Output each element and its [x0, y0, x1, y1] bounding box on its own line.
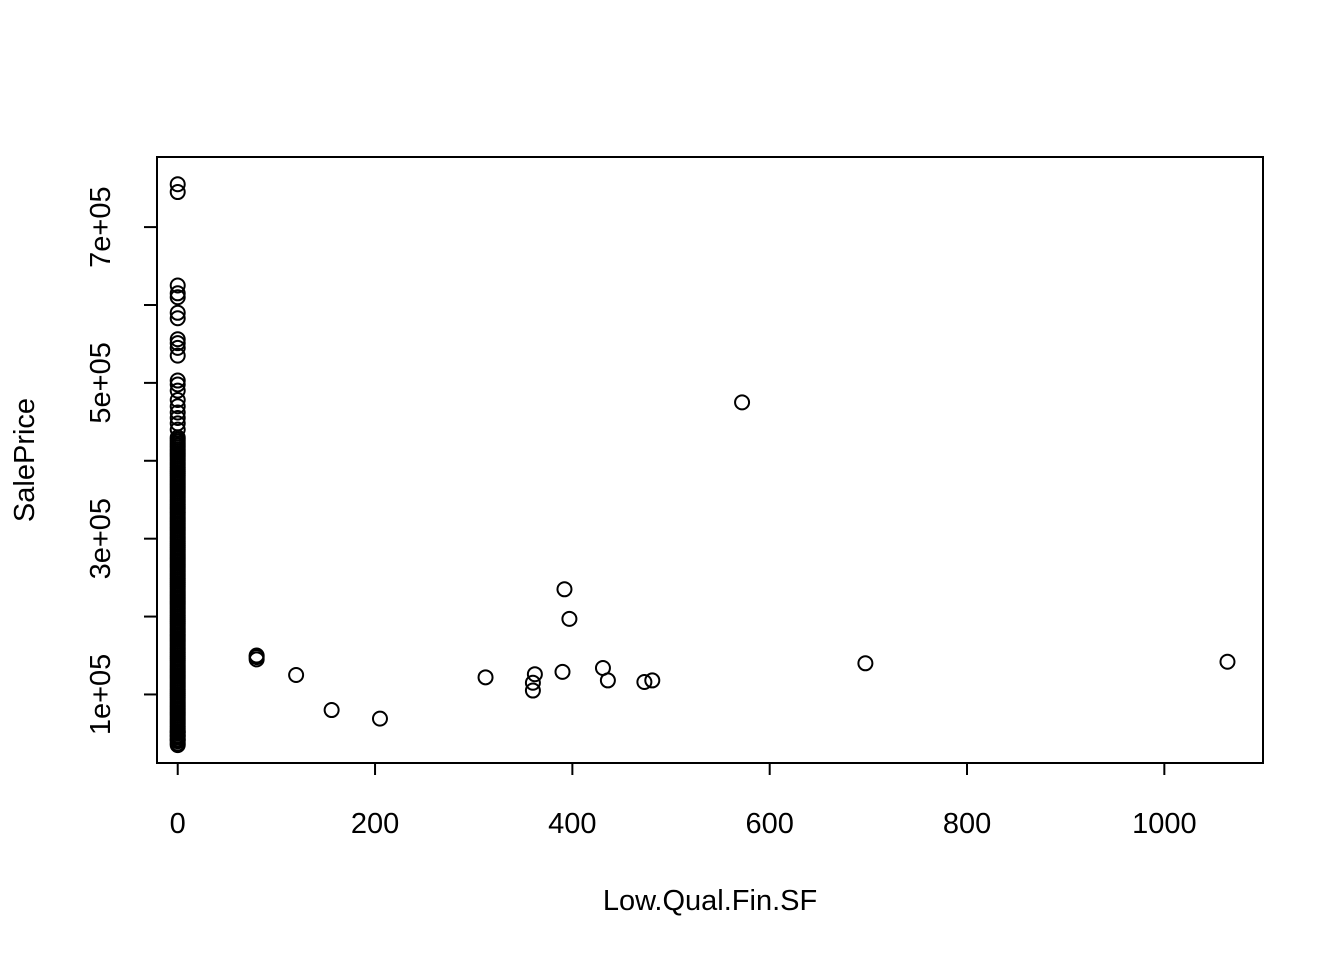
data-point [169, 404, 186, 421]
data-point [248, 647, 265, 664]
data-point [477, 669, 494, 686]
x-tick-label: 800 [943, 808, 991, 840]
data-point [561, 610, 578, 627]
data-point [524, 674, 541, 691]
data-point [169, 184, 186, 201]
x-tick-label: 400 [548, 808, 596, 840]
y-tick-label: 3e+05 [85, 498, 117, 579]
data-point [169, 415, 186, 432]
data-point [288, 666, 305, 683]
data-point [169, 382, 186, 399]
x-axis: 0 200 400 600 800 1000 [170, 762, 1197, 840]
data-point [169, 277, 186, 294]
data-point [636, 673, 653, 690]
y-tick-label: 1e+05 [85, 654, 117, 735]
data-point [169, 398, 186, 415]
x-tick-label: 200 [351, 808, 399, 840]
x-tick-label: 600 [745, 808, 793, 840]
data-point [734, 394, 751, 411]
data-point [169, 731, 186, 748]
data-point [644, 672, 661, 689]
data-point [1219, 653, 1236, 670]
data-point [169, 372, 186, 389]
data-point [169, 310, 186, 327]
x-tick-label: 0 [170, 808, 186, 840]
data-point [169, 409, 186, 426]
data-point [169, 347, 186, 364]
data-point [169, 392, 186, 409]
data-point [169, 285, 186, 302]
data-point [169, 335, 186, 352]
data-point [556, 581, 573, 598]
plot-frame [156, 156, 1264, 764]
data-point [599, 672, 616, 689]
x-tick-label: 1000 [1132, 808, 1197, 840]
data-point [169, 331, 186, 348]
data-point [323, 702, 340, 719]
data-point [169, 304, 186, 321]
data-point [169, 339, 186, 356]
y-tick-label: 7e+05 [85, 186, 117, 267]
y-axis-title: SalePrice [9, 398, 41, 522]
data-point [169, 723, 186, 740]
y-axis: 1e+05 3e+05 5e+05 7e+05 [85, 186, 158, 735]
data-point [857, 655, 874, 672]
data-points [169, 176, 1236, 754]
y-tick-label: 5e+05 [85, 342, 117, 423]
data-point [169, 289, 186, 306]
data-point [169, 735, 186, 752]
x-axis-title: Low.Qual.Fin.SF [603, 885, 817, 917]
data-point [371, 710, 388, 727]
data-point [169, 727, 186, 744]
data-point [169, 176, 186, 193]
data-point [526, 666, 543, 683]
data-point [169, 421, 186, 438]
data-point [169, 376, 186, 393]
data-point [524, 682, 541, 699]
data-point [554, 663, 571, 680]
